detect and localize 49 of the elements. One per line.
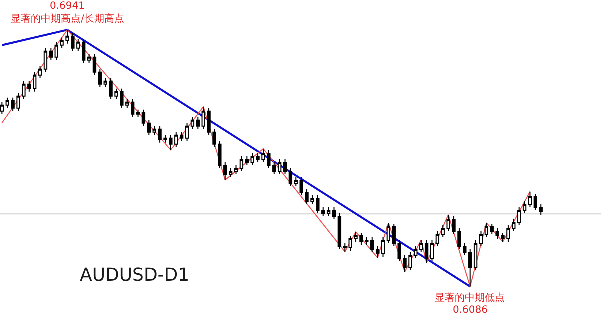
candlestick <box>228 168 233 178</box>
candlestick <box>534 193 538 211</box>
candlestick <box>381 237 386 258</box>
candlestick <box>92 54 97 76</box>
candlestick <box>98 68 102 88</box>
candlestick <box>234 164 238 175</box>
candlestick <box>430 240 434 262</box>
candlestick <box>33 72 37 92</box>
candlestick <box>185 122 190 142</box>
annotation: 显著的中期高点/长期高点 <box>11 13 124 25</box>
candlestick <box>468 249 472 288</box>
candlestick <box>142 109 146 127</box>
candlestick <box>49 48 54 61</box>
annotation: 0.6941 <box>50 1 85 12</box>
candlestick <box>338 213 342 250</box>
candlestick <box>131 98 135 118</box>
candlestick <box>294 176 298 187</box>
annotation: 0.6086 <box>453 305 488 316</box>
candlestick <box>420 240 424 254</box>
candlestick <box>136 109 140 118</box>
candlestick <box>436 231 440 248</box>
candlestick <box>539 204 543 216</box>
candlestick <box>288 168 293 187</box>
candlestick <box>245 156 249 166</box>
candlestick <box>474 240 478 272</box>
candlestick <box>332 206 336 220</box>
annotation: 显著的中期低点 <box>435 292 505 304</box>
candlestick <box>44 48 48 73</box>
candlestick <box>190 116 195 130</box>
annotation: AUDUSD-D1 <box>80 265 190 286</box>
candlestick <box>386 222 391 244</box>
candlestick <box>424 240 429 264</box>
candlestick <box>484 222 489 238</box>
candlestick <box>343 243 347 252</box>
candlestick <box>522 200 527 214</box>
candlestick <box>518 206 522 226</box>
candlestick <box>180 132 184 142</box>
candlestick <box>38 66 42 79</box>
candlestick <box>479 231 484 248</box>
candlestick <box>376 246 380 258</box>
candlestick <box>528 191 532 208</box>
candlestick <box>278 158 282 175</box>
candlestick <box>240 156 244 172</box>
candlestick <box>283 158 288 175</box>
candlestick <box>87 54 92 64</box>
candlestick <box>196 116 200 130</box>
candlestick <box>326 206 331 217</box>
candlestick <box>82 38 86 64</box>
candlestick <box>147 120 151 136</box>
